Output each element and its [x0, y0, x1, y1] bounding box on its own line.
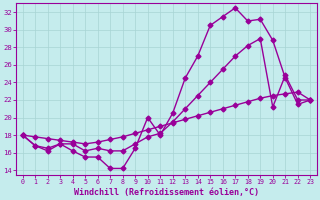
X-axis label: Windchill (Refroidissement éolien,°C): Windchill (Refroidissement éolien,°C)	[74, 188, 259, 197]
